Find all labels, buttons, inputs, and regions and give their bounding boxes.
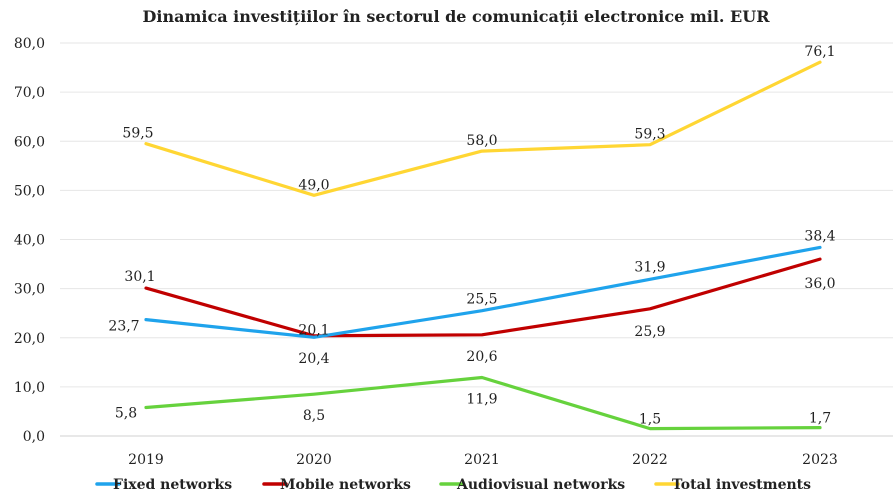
data-label: 11,9 — [466, 392, 497, 408]
legend-label: Fixed networks — [113, 477, 232, 493]
data-label: 59,3 — [634, 127, 665, 143]
x-tick-label: 2021 — [464, 452, 500, 468]
x-tick-label: 2022 — [632, 452, 668, 468]
y-tick-label: 0,0 — [23, 429, 45, 445]
data-label: 36,0 — [804, 276, 835, 292]
series-line-audiovisual-networks — [144, 375, 822, 431]
gridlines — [60, 42, 893, 437]
x-tick-label: 2020 — [296, 452, 332, 468]
data-label: 8,5 — [303, 408, 325, 424]
y-tick-label: 40,0 — [14, 233, 45, 249]
data-label: 23,7 — [108, 319, 139, 335]
data-labels: 23,7 20,1 25,5 31,9 38,4 30,1 20,4 20,6 25,9 36,0… — [108, 44, 835, 427]
series-lines — [144, 60, 822, 431]
data-label: 30,1 — [124, 269, 155, 285]
data-label: 20,4 — [298, 351, 329, 367]
data-label: 1,7 — [809, 411, 831, 427]
data-label: 58,0 — [466, 133, 497, 149]
legend: Fixed networks Mobile networks Audiovisual… — [95, 477, 811, 493]
data-label: 25,9 — [634, 324, 665, 340]
legend-label: Mobile networks — [280, 477, 411, 493]
data-label: 38,4 — [804, 228, 835, 244]
data-label: 20,6 — [466, 349, 497, 365]
data-label: 31,9 — [634, 259, 665, 275]
y-tick-label: 30,0 — [14, 282, 45, 298]
legend-label: Total investments — [672, 477, 811, 493]
series-line-fixed-networks — [144, 245, 822, 339]
data-label: 25,5 — [466, 292, 497, 308]
data-label: 49,0 — [298, 177, 329, 193]
x-tick-label: 2019 — [128, 452, 164, 468]
y-tick-label: 80,0 — [14, 36, 45, 52]
x-axis: 2019 2020 2021 2022 2023 — [128, 452, 838, 468]
y-tick-label: 50,0 — [14, 183, 45, 199]
data-label: 59,5 — [122, 126, 153, 142]
data-label: 76,1 — [804, 44, 835, 60]
data-label: 1,5 — [639, 412, 661, 428]
data-label: 5,8 — [115, 406, 137, 422]
series-line-total-investments — [144, 60, 822, 197]
y-tick-label: 10,0 — [14, 380, 45, 396]
y-axis: 0,0 10,0 20,0 30,0 40,0 50,0 60,0 70,0 80,0 — [14, 36, 45, 445]
y-tick-label: 70,0 — [14, 85, 45, 101]
data-label: 20,1 — [298, 322, 329, 338]
series-line-mobile-networks — [144, 257, 822, 338]
y-tick-label: 20,0 — [14, 331, 45, 347]
chart-title: Dinamica investițiilor în sectorul de co… — [143, 7, 771, 26]
legend-label: Audiovisual networks — [456, 477, 625, 493]
y-tick-label: 60,0 — [14, 134, 45, 150]
x-tick-label: 2023 — [802, 452, 838, 468]
